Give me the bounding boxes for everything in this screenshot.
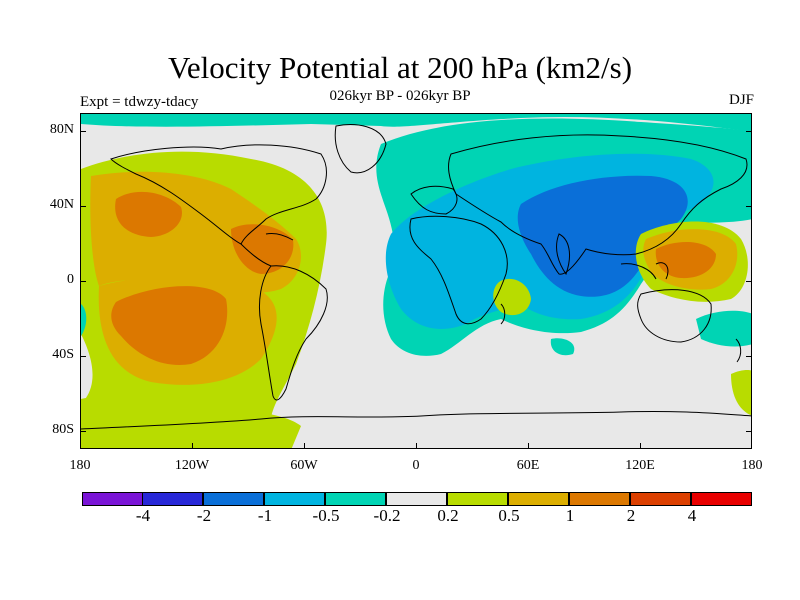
x-tick	[528, 443, 529, 449]
colorbar-label: -0.2	[373, 506, 401, 525]
x-tick-label: 60W	[290, 458, 318, 473]
y-tick-right	[746, 131, 752, 132]
colorbar-box	[447, 492, 508, 506]
x-tick-label: 0	[412, 458, 420, 473]
chart-title: Velocity Potential at 200 hPa (km2/s)	[167, 50, 633, 85]
x-tick	[416, 443, 417, 449]
y-tick-right	[746, 431, 752, 432]
colorbar-label: -1	[257, 506, 273, 525]
x-tick-label: 180	[69, 458, 91, 473]
y-tick	[80, 356, 86, 357]
y-tick-right	[746, 206, 752, 207]
y-tick-right	[746, 356, 752, 357]
chart-subtitle: 026kyr BP - 026kyr BP	[329, 88, 471, 104]
velocity-potential-map	[81, 114, 751, 448]
positive-field-1-nw	[115, 191, 182, 237]
colorbar-box	[691, 492, 752, 506]
y-tick	[80, 431, 86, 432]
colorbar-box	[508, 492, 569, 506]
y-tick-label: 40S	[52, 347, 74, 362]
x-tick-label: 120W	[174, 458, 210, 473]
colorbar-box	[82, 492, 143, 506]
colorbar-box	[264, 492, 325, 506]
colorbar-label: 1	[565, 506, 575, 525]
experiment-label: Expt = tdwzy-tdacy	[80, 94, 199, 110]
colorbar-label: 4	[687, 506, 697, 525]
colorbar-box	[142, 492, 203, 506]
colorbar-label: -0.5	[312, 506, 340, 525]
y-tick-label: 80S	[52, 422, 74, 437]
positive-field-1-sw	[111, 286, 228, 365]
coastlines	[81, 124, 751, 430]
x-tick-label: 180	[741, 458, 763, 473]
negative-field-0.2-safrica2	[550, 338, 575, 356]
y-tick-right	[746, 281, 752, 282]
x-tick	[192, 443, 193, 449]
colorbar-label: -2	[196, 506, 212, 525]
positive-field-0.2-south-tail	[81, 396, 301, 448]
y-tick	[80, 281, 86, 282]
colorbar-label: 2	[626, 506, 636, 525]
positive-field-0.2-se	[731, 369, 751, 416]
y-tick-label: 80N	[49, 122, 74, 137]
colorbar-box	[325, 492, 386, 506]
colorbar-box	[386, 492, 447, 506]
x-tick	[304, 443, 305, 449]
y-tick	[80, 206, 86, 207]
map-panel	[80, 113, 752, 449]
colorbar-label: -4	[135, 506, 151, 525]
negative-field-1	[517, 175, 688, 297]
season-label: DJF	[728, 92, 754, 108]
colorbar-box	[630, 492, 691, 506]
negative-field-0.2-north	[81, 114, 751, 132]
y-tick-label: 40N	[49, 197, 74, 212]
x-tick-label: 60E	[516, 458, 540, 473]
y-tick	[80, 131, 86, 132]
x-tick-label: 120E	[625, 458, 655, 473]
colorbar-label: 0.5	[498, 506, 520, 525]
colorbar-label: 0.2	[437, 506, 459, 525]
colorbar-box	[569, 492, 630, 506]
positive-field-1-wpac	[655, 242, 716, 279]
colorbar-box	[203, 492, 264, 506]
x-tick	[640, 443, 641, 449]
negative-field-0.2-east	[81, 304, 87, 336]
y-tick-label: 0	[67, 272, 74, 287]
